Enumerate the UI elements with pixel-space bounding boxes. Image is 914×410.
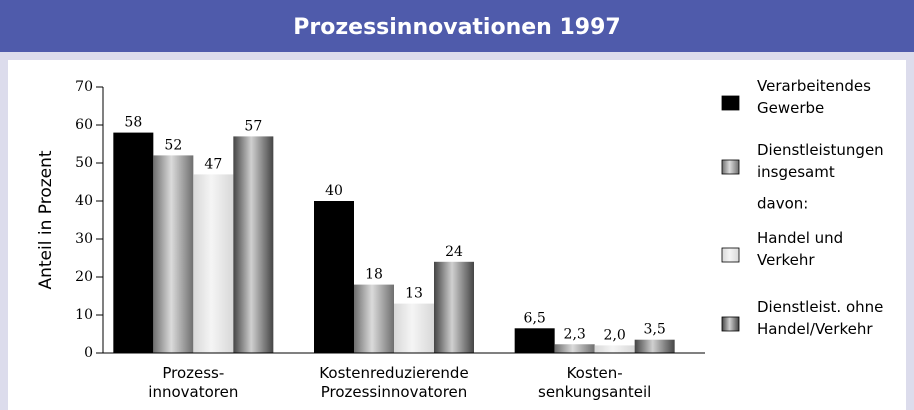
y-tick-label: 50 bbox=[75, 155, 93, 171]
value-label: 52 bbox=[164, 137, 182, 153]
value-label: 13 bbox=[405, 286, 423, 302]
bar bbox=[634, 339, 675, 353]
bar bbox=[594, 345, 635, 353]
bar bbox=[434, 261, 474, 353]
bar bbox=[113, 132, 154, 353]
legend-swatch bbox=[721, 247, 740, 263]
value-label: 3,5 bbox=[644, 322, 666, 338]
x-tick-label: Prozess-innovatoren bbox=[148, 364, 238, 401]
bar bbox=[193, 174, 234, 353]
value-label: 57 bbox=[244, 118, 262, 134]
bar bbox=[354, 284, 394, 353]
y-tick-label: 30 bbox=[75, 231, 93, 247]
legend-label: Dienstleistungen insgesamt bbox=[757, 141, 884, 181]
value-label: 47 bbox=[204, 156, 222, 172]
bar bbox=[514, 328, 555, 353]
y-tick-label: 10 bbox=[75, 307, 93, 323]
value-label: 24 bbox=[445, 244, 463, 260]
y-tick-label: 60 bbox=[75, 117, 93, 133]
value-label: 40 bbox=[325, 183, 343, 199]
y-tick-label: 0 bbox=[84, 345, 93, 361]
value-label: 2,3 bbox=[564, 326, 586, 342]
value-label: 58 bbox=[124, 115, 142, 131]
legend-label: Dienstleist. ohne Handel/Verkehr bbox=[757, 298, 883, 338]
legend-label: Verarbeitendes Gewerbe bbox=[757, 77, 871, 117]
x-tick-label: Kosten-senkungsanteil bbox=[538, 364, 651, 401]
value-label: 6,5 bbox=[524, 310, 546, 326]
bar bbox=[554, 344, 595, 353]
legend-swatch bbox=[721, 316, 740, 332]
legend-label: Handel und Verkehr bbox=[757, 229, 843, 269]
legend-note: davon: bbox=[757, 195, 808, 213]
title-bar bbox=[0, 0, 914, 52]
y-tick-label: 70 bbox=[75, 79, 93, 95]
value-label: 2,0 bbox=[604, 327, 626, 343]
value-label: 18 bbox=[365, 267, 383, 283]
legend-swatch bbox=[721, 95, 740, 111]
bar bbox=[314, 201, 354, 353]
y-axis-label: Anteil in Prozent bbox=[36, 150, 56, 289]
bar bbox=[394, 303, 434, 353]
y-tick-label: 40 bbox=[75, 193, 93, 209]
y-tick-label: 20 bbox=[75, 269, 93, 285]
bar bbox=[233, 136, 274, 353]
x-tick-label: Kostenreduzierende Prozessinnovatoren bbox=[319, 364, 468, 401]
legend-swatch bbox=[721, 159, 740, 175]
chart-title: Prozessinnovationen 1997 bbox=[293, 15, 620, 40]
bar bbox=[153, 155, 194, 353]
